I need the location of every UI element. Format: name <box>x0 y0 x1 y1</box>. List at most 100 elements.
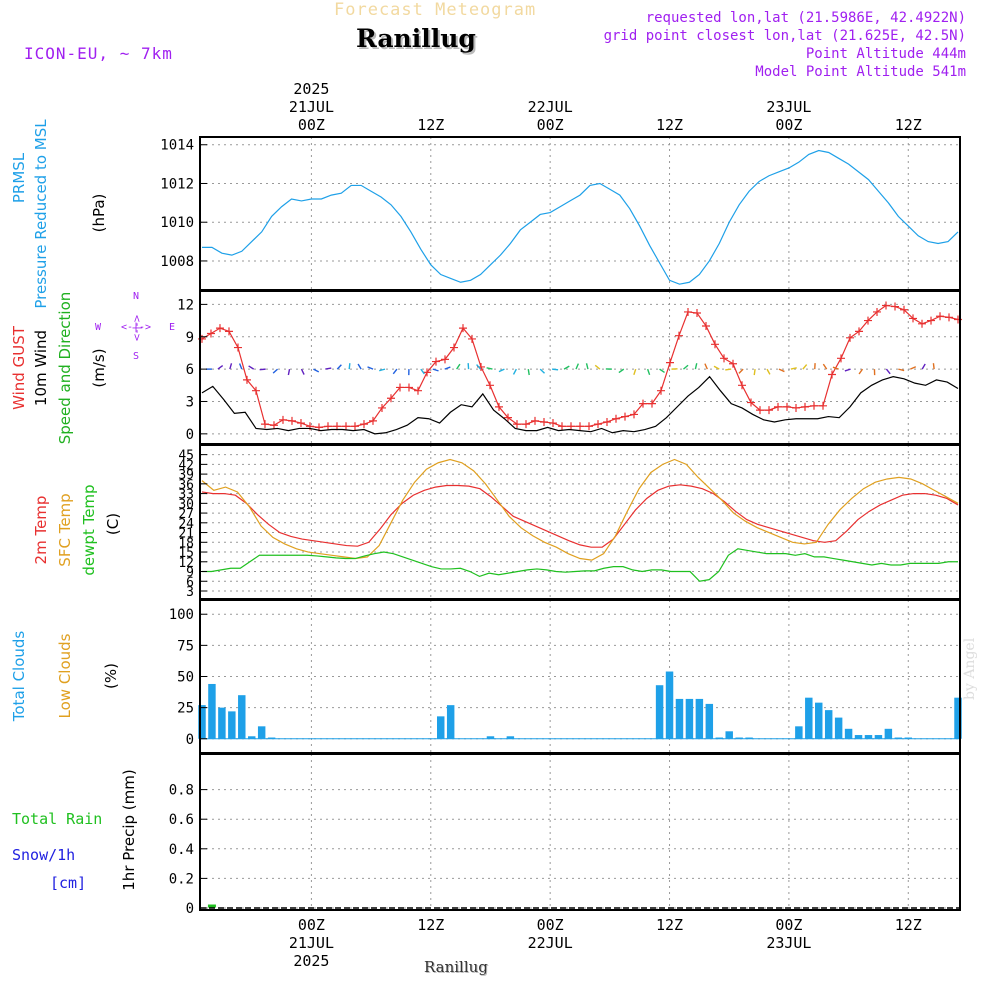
wind-direction-arrow <box>738 368 744 374</box>
pressure-label-short: PRMSL <box>10 152 28 203</box>
compass-south: S <box>133 351 139 362</box>
wind-gust-marker <box>657 386 666 395</box>
y-tick-label: 1012 <box>160 176 194 192</box>
cloud-bar <box>864 735 873 739</box>
wind-gust-marker <box>891 302 900 311</box>
wind-direction-arrow <box>217 364 224 370</box>
wind-gust-marker <box>720 354 729 363</box>
compass-vertical: <-|-> <box>132 314 143 341</box>
cloud-bar <box>805 697 813 739</box>
cloud-bar <box>208 683 216 739</box>
y-tick-label: 9 <box>186 330 194 346</box>
compass-north: N <box>133 291 139 302</box>
wind-gust-marker <box>693 309 702 318</box>
wind-gust-marker <box>449 343 458 352</box>
time-tick-label-bottom: 23JUL <box>766 934 811 952</box>
cloud-bar <box>446 705 455 739</box>
wind-gust-marker <box>702 321 711 330</box>
wind-direction-arrow <box>486 367 493 370</box>
wind-gust-marker <box>377 403 386 412</box>
wind-direction-arrow <box>683 364 689 370</box>
cloud-bar <box>198 705 206 739</box>
wind-gust-marker <box>846 333 855 342</box>
wind-direction-arrow <box>367 366 374 370</box>
wind-direction-arrow <box>336 364 342 370</box>
y-tick-label: 0 <box>186 427 194 443</box>
wind-gust-marker <box>287 416 296 425</box>
time-tick-label-bottom: 22JUL <box>528 934 573 952</box>
wind-gust-marker <box>603 417 612 426</box>
time-tick-label-top: 22JUL <box>528 98 573 116</box>
wind-10m-label: 10m Wind <box>32 330 50 406</box>
wind-direction-arrow <box>313 368 320 373</box>
y-tick-label: 30 <box>178 497 194 512</box>
wind-gust-marker <box>386 394 395 403</box>
wind-gust-marker <box>350 422 359 431</box>
y-tick-label: 24 <box>178 517 194 532</box>
wind-direction-arrow <box>844 368 851 372</box>
wind-direction-arrow <box>539 368 546 374</box>
wind-gust-marker <box>206 329 215 338</box>
wind-gust-marker <box>729 359 738 368</box>
wind-direction-arrow <box>725 368 732 371</box>
y-tick-label: 15 <box>178 546 194 561</box>
temp-sfc-label: SFC Temp <box>56 493 74 566</box>
panel-frame <box>199 136 961 291</box>
panel-frame <box>199 444 961 600</box>
wind-gust-marker <box>711 340 720 349</box>
time-tick-label-top: 21JUL <box>289 98 334 116</box>
y-tick-label: 12 <box>178 556 194 571</box>
y-tick-label: 36 <box>178 478 194 493</box>
wind-gust-marker <box>630 410 639 419</box>
wind-direction-arrow <box>713 365 720 370</box>
wind-direction-arrow <box>476 364 482 370</box>
wind-gust-marker <box>233 343 242 352</box>
wind-direction-arrow <box>300 368 305 375</box>
cloud-bar <box>745 737 753 739</box>
time-tick-label-bottom: 00Z <box>537 916 564 934</box>
y-tick-label: 50 <box>177 670 194 686</box>
compass-east: E <box>169 322 175 333</box>
time-tick-label-top: 23JUL <box>766 98 811 116</box>
y-tick-label: 3 <box>186 585 194 600</box>
cloud-bar <box>725 731 733 739</box>
wind-direction-arrow <box>229 363 233 370</box>
wind-gust-marker <box>792 403 801 412</box>
cloud-bar <box>218 707 226 739</box>
grid-layer <box>200 137 960 910</box>
y-tick-label: 25 <box>177 701 194 717</box>
wind-gust-marker <box>548 419 557 428</box>
y-tick-label: 33 <box>178 488 194 503</box>
wind-gust-marker <box>765 406 774 415</box>
rain-bar <box>207 904 216 908</box>
model-label: ICON-EU, ~ 7km <box>24 44 173 63</box>
time-tick-label-top: 00Z <box>298 116 325 134</box>
requested-coords: requested lon,lat (21.5986E, 42.4922N) <box>645 10 966 26</box>
cloud-bar <box>685 698 694 739</box>
panel-frame <box>199 753 961 911</box>
wind-gust-marker <box>368 416 377 425</box>
wind-gust-marker <box>738 381 747 390</box>
wind-gust-marker <box>756 406 765 415</box>
cloud-bar <box>267 737 276 739</box>
wind-direction-arrow <box>932 363 935 370</box>
wind-gust-marker <box>404 383 413 392</box>
wind-gust-marker <box>936 312 945 321</box>
wind-gust-marker <box>810 401 819 410</box>
total-rain-label: Total Rain <box>12 810 102 828</box>
cloud-bar <box>854 735 863 739</box>
y-tick-label: 6 <box>186 362 194 378</box>
cloud-bar <box>675 698 684 739</box>
wind-gust-marker <box>413 386 422 395</box>
wind-gust-marker <box>567 422 575 431</box>
wind-direction-arrow <box>646 368 651 376</box>
wind-gust-marker <box>512 420 521 429</box>
wind-direction-arrow <box>753 369 756 376</box>
time-tick-label-top: 2025 <box>293 80 329 98</box>
wind-direction-arrow <box>527 369 530 376</box>
cloud-bar <box>844 728 853 739</box>
wind-direction-arrow <box>858 368 864 375</box>
cloud-bar <box>894 737 903 739</box>
y-tick-label: 18 <box>178 536 194 551</box>
